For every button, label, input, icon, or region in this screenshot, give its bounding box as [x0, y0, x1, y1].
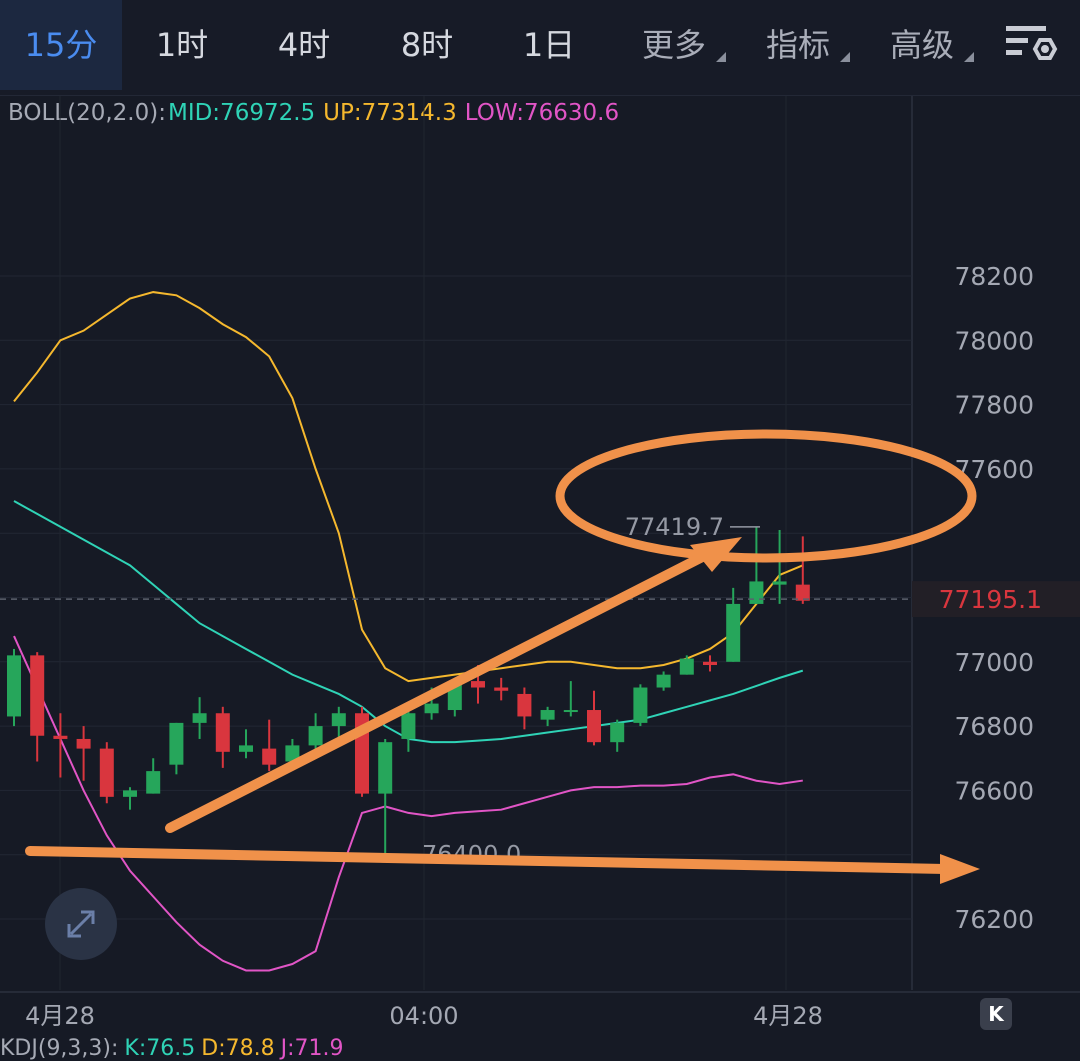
expand-chart-button[interactable]: [45, 888, 117, 960]
y-tick-label: 76600: [954, 776, 1034, 805]
dropdown-triangle-icon: [716, 52, 726, 62]
annotation-arrowhead-up: [690, 537, 742, 572]
candle-body: [169, 722, 184, 765]
candle-body: [378, 742, 393, 794]
annotation-arrowhead-right: [940, 854, 980, 884]
y-tick-label: 77000: [954, 648, 1034, 677]
tab-label: 4时: [277, 26, 331, 64]
candle-body: [99, 748, 114, 797]
dropdown-triangle-icon: [840, 52, 850, 62]
candle-body: [30, 655, 45, 736]
x-axis-label: 04:00: [389, 1002, 458, 1030]
x-axis-label: 4月28: [753, 1002, 823, 1030]
tab-label: 8时: [400, 26, 454, 64]
tab-label: 更多: [641, 26, 706, 64]
candle-body: [7, 655, 21, 717]
candle-body: [215, 713, 230, 752]
kdj-d-value: D:78.8: [201, 1036, 275, 1061]
boll-lower-line: [13, 635, 803, 972]
boll-label: BOLL(20,2.0):: [8, 100, 166, 126]
y-tick-label: 77800: [954, 391, 1034, 420]
candle-body: [795, 584, 810, 601]
expand-icon: [67, 910, 95, 938]
tab-8h[interactable]: 8时: [375, 0, 479, 90]
tab-4h[interactable]: 4时: [252, 0, 356, 90]
boll-mid-value: MID:76972.5: [167, 100, 316, 126]
tab-label: 15分: [24, 26, 98, 64]
candle-body: [239, 745, 253, 752]
tab-indicators[interactable]: 指标: [760, 0, 850, 90]
x-axis-label: 4月28: [25, 1002, 95, 1030]
candle-body: [517, 693, 532, 717]
candle-body: [563, 710, 578, 713]
last-price-badge: [912, 581, 1080, 618]
candle-body: [749, 581, 764, 604]
boll-legend: BOLL(20,2.0):MID:76972.5 UP:77314.3 LOW:76…: [8, 100, 627, 126]
last-price-label: 77195.1: [939, 585, 1042, 614]
high-price-label: 77419.7: [625, 513, 724, 541]
tab-label: 1日: [522, 26, 576, 64]
candle-body: [703, 661, 717, 666]
tab-label: 高级: [889, 26, 954, 64]
tab-15m[interactable]: 15分: [0, 0, 122, 90]
tab-more[interactable]: 更多: [636, 0, 726, 90]
candle-body: [53, 735, 68, 739]
tab-label: 指标: [765, 26, 830, 64]
candle-body: [331, 713, 346, 727]
y-tick-label: 76800: [954, 712, 1034, 741]
candle-body: [587, 710, 601, 743]
annotation-arrow-up: [165, 547, 717, 833]
candle-body: [656, 674, 671, 688]
scroll-to-latest-button[interactable]: K: [980, 998, 1012, 1030]
candle-body: [471, 681, 485, 688]
candle-body: [192, 713, 207, 723]
candle-body: [308, 726, 323, 746]
candle-body: [123, 790, 137, 797]
candle-body: [424, 703, 439, 714]
candle-body: [262, 748, 277, 765]
kdj-k-value: K:76.5: [124, 1036, 196, 1061]
candle-body: [772, 581, 787, 585]
candle-body: [610, 722, 625, 743]
kdj-label: KDJ(9,3,3):: [0, 1036, 119, 1061]
y-tick-label: 78000: [954, 326, 1034, 355]
tab-advanced[interactable]: 高级: [884, 0, 974, 90]
candle-body: [726, 603, 741, 662]
candle-body: [494, 687, 509, 691]
annotation-ellipse: [555, 429, 977, 563]
annotation-arrow-right: [25, 846, 950, 874]
candle-body: [146, 771, 161, 794]
timeframe-tabs: 15分 1时 4时 8时 1日 更多 指标 高级: [0, 0, 1080, 96]
y-tick-label: 76200: [954, 905, 1034, 934]
candle-body: [679, 658, 694, 675]
candle-body: [401, 713, 416, 739]
candle-body: [285, 745, 300, 762]
kdj-legend: KDJ(9,3,3): K:76.5 D:78.8 J:71.9: [0, 1036, 349, 1061]
chevron-left-icon: K: [988, 1002, 1004, 1026]
chart-settings-icon[interactable]: [1000, 18, 1060, 74]
boll-low-value: LOW:76630.6: [464, 100, 620, 126]
candle-body: [540, 710, 555, 720]
candle-body: [76, 738, 91, 749]
candle-body: [633, 687, 648, 723]
boll-up-value: UP:77314.3: [323, 100, 457, 126]
dropdown-triangle-icon: [964, 52, 974, 62]
tab-1h[interactable]: 1时: [130, 0, 234, 90]
y-tick-label: 78200: [954, 262, 1034, 291]
boll-upper-line: [13, 291, 804, 683]
tab-label: 1时: [155, 26, 209, 64]
tab-1d[interactable]: 1日: [497, 0, 601, 90]
kdj-j-value: J:71.9: [280, 1036, 344, 1061]
